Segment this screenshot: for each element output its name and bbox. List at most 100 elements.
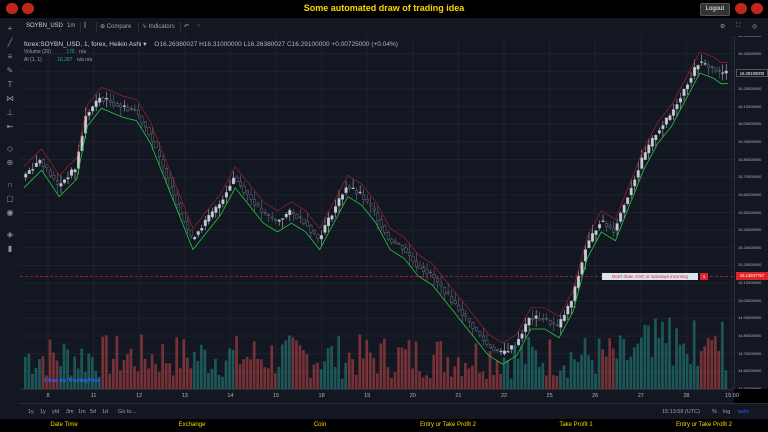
range-1m[interactable]: 1m bbox=[78, 409, 86, 415]
volume-bar bbox=[217, 374, 221, 389]
legend-ai: AI (1, 1) 16.287 n/a n/a bbox=[24, 57, 93, 63]
volume-bar bbox=[298, 345, 302, 389]
volume-bar bbox=[622, 339, 626, 389]
range-3m[interactable]: 3m bbox=[66, 409, 74, 415]
candle-body bbox=[133, 108, 137, 111]
candle-body bbox=[291, 212, 295, 215]
range-ytd[interactable]: ytd bbox=[52, 409, 60, 415]
layers-icon[interactable]: ◈ bbox=[6, 230, 14, 239]
pattern-icon[interactable]: ⋈ bbox=[6, 94, 14, 103]
price-axis-label: 14.50000000 bbox=[738, 386, 762, 389]
crosshair-icon[interactable]: + bbox=[7, 24, 13, 33]
text-icon[interactable]: T bbox=[7, 80, 13, 89]
candle-body bbox=[158, 150, 162, 158]
candle-body bbox=[633, 179, 637, 187]
fib-icon[interactable]: ⊥ bbox=[6, 108, 14, 117]
magnet-icon[interactable]: ∩ bbox=[7, 180, 13, 189]
volume-bar bbox=[604, 356, 608, 389]
candle-body bbox=[242, 185, 246, 193]
range-1y[interactable]: 1y bbox=[28, 409, 34, 415]
volume-bar bbox=[273, 373, 277, 389]
volume-bar bbox=[80, 348, 84, 389]
range-1d[interactable]: 1d bbox=[102, 409, 109, 415]
utc-clock[interactable]: 15:13:58 (UTC) bbox=[662, 409, 700, 415]
compare-button[interactable]: ⊕ Compare bbox=[100, 24, 132, 30]
volume-bar bbox=[685, 354, 689, 389]
symbol-search[interactable]: SOYBN_USD bbox=[26, 23, 64, 29]
auto-toggle[interactable]: auto bbox=[738, 409, 749, 415]
candle-body bbox=[45, 164, 49, 169]
candle-body bbox=[538, 318, 542, 321]
volume-bar bbox=[361, 358, 365, 389]
price-axis[interactable]: 16.5000000016.4000000016.3000000016.2000… bbox=[734, 36, 768, 389]
red-cloud-icon-4[interactable] bbox=[751, 3, 763, 14]
candle-body bbox=[555, 324, 559, 327]
candle-body bbox=[52, 175, 56, 180]
candle-body bbox=[196, 231, 200, 235]
volume-bar bbox=[530, 346, 534, 389]
red-cloud-icon-2[interactable] bbox=[22, 3, 34, 14]
chart-style-icon[interactable]: ⫿ bbox=[84, 23, 86, 29]
redo-icon[interactable]: ↷ bbox=[196, 24, 202, 30]
range-5d[interactable]: 5d bbox=[90, 409, 97, 415]
candle-body bbox=[284, 214, 288, 218]
volume-bar bbox=[189, 368, 193, 389]
candle-body bbox=[263, 212, 267, 214]
candle-body bbox=[643, 152, 647, 160]
candle-body bbox=[154, 141, 158, 149]
legend-dropdown-icon[interactable]: ▾ bbox=[143, 41, 147, 48]
indicators-button[interactable]: ∿ Indicators bbox=[142, 24, 175, 30]
log-toggle[interactable]: log bbox=[723, 409, 731, 415]
lock-icon[interactable]: ▢ bbox=[6, 194, 14, 203]
volume-bar bbox=[516, 358, 520, 389]
volume-bar bbox=[24, 356, 27, 389]
range-1y-b[interactable]: 1y bbox=[40, 409, 46, 415]
percent-toggle[interactable]: % bbox=[712, 409, 717, 415]
logout-button[interactable]: Logout bbox=[699, 3, 730, 16]
brush-icon[interactable]: ✎ bbox=[6, 66, 14, 75]
volume-bar bbox=[277, 366, 281, 389]
candle-body bbox=[277, 219, 281, 222]
measure-icon[interactable]: ⇤ bbox=[6, 122, 14, 131]
trendline-icon[interactable]: ╱ bbox=[7, 38, 13, 47]
candle-body bbox=[302, 218, 306, 224]
volume-bar bbox=[650, 356, 654, 389]
volume-bar bbox=[414, 341, 418, 389]
candle-body bbox=[615, 223, 619, 231]
undo-icon[interactable]: ↶ bbox=[184, 24, 190, 30]
tradingview-watermark[interactable]: Chart by TradingView bbox=[44, 378, 101, 384]
trash-icon[interactable]: ▮ bbox=[7, 244, 13, 253]
time-axis-label: 15:00 bbox=[725, 393, 739, 399]
zoom-icon[interactable]: ⊕ bbox=[6, 158, 14, 167]
price-axis-label: 15.70000000 bbox=[738, 174, 762, 180]
interval-selector[interactable]: 1m bbox=[67, 23, 76, 29]
volume-bar bbox=[537, 366, 541, 389]
volume-bar bbox=[235, 336, 238, 389]
time-axis[interactable]: 8 11 12 13 14 15 18 19 20 21 22 25 26 27 28 15:00 bbox=[20, 389, 739, 404]
candle-body bbox=[344, 187, 348, 193]
ruler-icon[interactable]: ◇ bbox=[6, 144, 14, 153]
volume-bar bbox=[552, 375, 555, 389]
volume-bar bbox=[569, 351, 573, 389]
candle-body bbox=[721, 72, 725, 74]
volume-bar bbox=[390, 377, 393, 389]
snapshot-icon[interactable]: ◎ bbox=[752, 24, 758, 30]
candle-body bbox=[450, 296, 454, 303]
chart-pane[interactable]: forex:SOYBN_USD, 1, forex, Heikin Ashi ▾… bbox=[20, 36, 734, 389]
volume-bar bbox=[203, 349, 207, 389]
volume-bar bbox=[699, 350, 703, 389]
eye-icon[interactable]: ◉ bbox=[6, 208, 14, 217]
volume-bar bbox=[393, 372, 397, 389]
candle-body bbox=[590, 233, 594, 242]
settings-icon[interactable]: ⚙ bbox=[720, 24, 726, 30]
fullscreen-icon[interactable]: ⛶ bbox=[736, 23, 741, 29]
candle-body bbox=[143, 121, 147, 128]
chart-canvas[interactable] bbox=[20, 36, 734, 389]
volume-bar bbox=[513, 344, 516, 389]
red-cloud-icon[interactable] bbox=[6, 3, 18, 14]
volume-bar bbox=[502, 357, 506, 389]
goto-button[interactable]: Go to... bbox=[118, 409, 137, 415]
red-cloud-icon-3[interactable] bbox=[735, 3, 747, 14]
hline-icon[interactable]: ≡ bbox=[7, 52, 13, 61]
candle-body bbox=[562, 314, 566, 321]
